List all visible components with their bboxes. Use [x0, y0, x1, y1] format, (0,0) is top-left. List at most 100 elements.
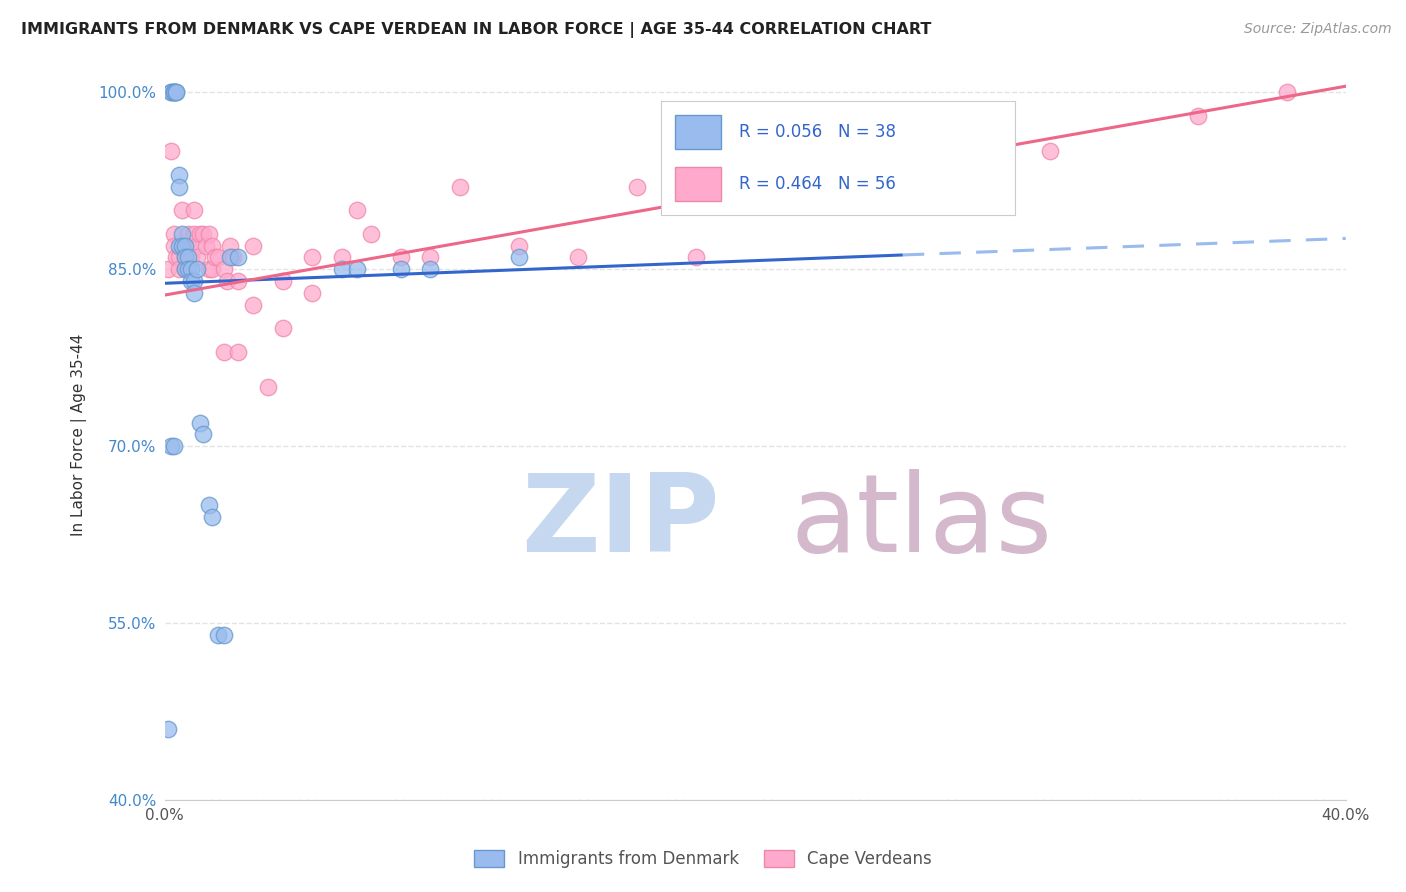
- Point: [156, 723, 179, 737]
- Point: [166, 250, 188, 264]
- Point: [212, 262, 235, 277]
- Point: [159, 85, 181, 99]
- Point: [188, 416, 211, 430]
- Point: [169, 168, 191, 182]
- Point: [159, 144, 181, 158]
- Point: [626, 179, 648, 194]
- Point: [1187, 109, 1209, 123]
- Point: [744, 168, 766, 182]
- Point: [162, 439, 184, 453]
- Point: [198, 498, 221, 512]
- Point: [195, 238, 218, 252]
- Point: [257, 380, 280, 394]
- Point: [172, 203, 194, 218]
- Point: [389, 250, 412, 264]
- Point: [419, 262, 441, 277]
- Point: [162, 85, 184, 99]
- Point: [1275, 85, 1298, 99]
- Point: [174, 262, 197, 277]
- Point: [198, 262, 221, 277]
- Point: [508, 250, 530, 264]
- Point: [508, 238, 530, 252]
- Point: [169, 179, 191, 194]
- Point: [172, 227, 194, 241]
- Text: IMMIGRANTS FROM DENMARK VS CAPE VERDEAN IN LABOR FORCE | AGE 35-44 CORRELATION C: IMMIGRANTS FROM DENMARK VS CAPE VERDEAN …: [21, 22, 931, 38]
- Point: [201, 238, 224, 252]
- Point: [228, 344, 250, 359]
- Point: [174, 250, 197, 264]
- Point: [177, 262, 200, 277]
- Point: [174, 238, 197, 252]
- Point: [156, 262, 179, 277]
- Point: [567, 250, 589, 264]
- Point: [191, 227, 214, 241]
- Point: [180, 274, 202, 288]
- Point: [218, 250, 240, 264]
- Text: Source: ZipAtlas.com: Source: ZipAtlas.com: [1244, 22, 1392, 37]
- Point: [186, 238, 208, 252]
- Point: [166, 85, 188, 99]
- Point: [174, 250, 197, 264]
- Point: [218, 238, 240, 252]
- Point: [301, 250, 323, 264]
- Point: [186, 262, 208, 277]
- Point: [271, 321, 294, 335]
- Point: [360, 227, 382, 241]
- Point: [174, 262, 197, 277]
- Point: [183, 203, 205, 218]
- Point: [301, 285, 323, 300]
- Point: [180, 262, 202, 277]
- Point: [169, 238, 191, 252]
- Point: [169, 262, 191, 277]
- Point: [212, 628, 235, 642]
- Point: [449, 179, 471, 194]
- Point: [183, 227, 205, 241]
- Point: [330, 250, 353, 264]
- Point: [162, 238, 184, 252]
- Point: [177, 238, 200, 252]
- Text: ZIP: ZIP: [522, 469, 720, 575]
- Point: [201, 262, 224, 277]
- Point: [183, 285, 205, 300]
- Point: [891, 179, 914, 194]
- Point: [186, 250, 208, 264]
- Point: [162, 227, 184, 241]
- Point: [228, 250, 250, 264]
- Text: atlas: atlas: [790, 469, 1053, 575]
- Point: [212, 344, 235, 359]
- Point: [207, 628, 229, 642]
- Legend: Immigrants from Denmark, Cape Verdeans: Immigrants from Denmark, Cape Verdeans: [468, 843, 938, 875]
- Point: [389, 262, 412, 277]
- Point: [162, 85, 184, 99]
- Point: [215, 274, 238, 288]
- Point: [685, 250, 707, 264]
- Point: [177, 250, 200, 264]
- Point: [346, 203, 368, 218]
- Point: [271, 274, 294, 288]
- Point: [172, 238, 194, 252]
- Point: [191, 427, 214, 442]
- Point: [177, 227, 200, 241]
- Point: [228, 274, 250, 288]
- Point: [419, 250, 441, 264]
- Point: [183, 274, 205, 288]
- Point: [1039, 144, 1062, 158]
- Point: [172, 238, 194, 252]
- Point: [159, 85, 181, 99]
- Point: [207, 250, 229, 264]
- Point: [221, 250, 243, 264]
- Point: [169, 250, 191, 264]
- Point: [330, 262, 353, 277]
- Point: [180, 250, 202, 264]
- Point: [242, 238, 264, 252]
- Point: [346, 262, 368, 277]
- Point: [201, 510, 224, 524]
- Point: [159, 439, 181, 453]
- Point: [166, 85, 188, 99]
- Y-axis label: In Labor Force | Age 35-44: In Labor Force | Age 35-44: [72, 333, 87, 535]
- Point: [162, 85, 184, 99]
- Point: [188, 227, 211, 241]
- Point: [198, 227, 221, 241]
- Point: [242, 297, 264, 311]
- Point: [204, 250, 226, 264]
